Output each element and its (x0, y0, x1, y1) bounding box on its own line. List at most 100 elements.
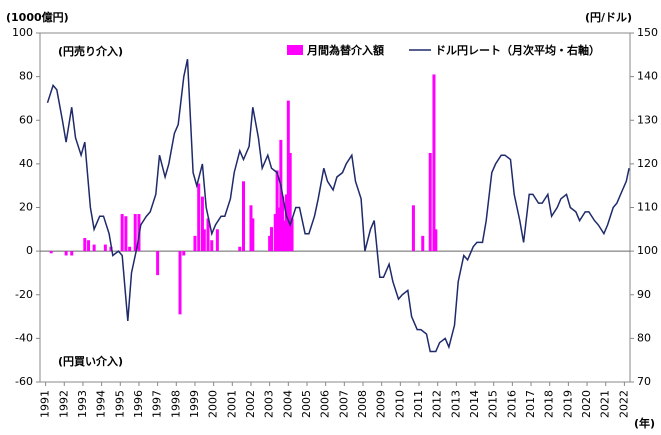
y-tick-label: 100 (12, 26, 33, 39)
x-tick-label: 2002 (244, 390, 257, 418)
bar (411, 205, 415, 252)
x-tick-label: 2016 (505, 390, 518, 418)
y2-tick-label: 100 (637, 244, 658, 257)
bar (64, 251, 68, 256)
bar (124, 216, 128, 252)
bar (92, 244, 96, 252)
y-axis-label: (1000億円) (6, 10, 69, 24)
y2-tick-label: 140 (637, 70, 658, 83)
x-tick-label: 1992 (57, 390, 70, 418)
x-tick-label: 2021 (599, 390, 612, 418)
bar (103, 244, 107, 252)
x-tick-label: 2011 (412, 390, 425, 418)
y-tick-label: -60 (15, 375, 33, 388)
x-tick-label: 2001 (225, 390, 238, 418)
y-tick-label: 40 (19, 157, 33, 170)
x-tick-label: 2000 (207, 390, 220, 418)
bar (193, 235, 197, 252)
x-tick-label: 1999 (188, 390, 201, 418)
legend-swatch (287, 45, 303, 55)
legend-label: ドル円レート（月次平均・右軸） (435, 43, 600, 57)
x-tick-label: 1997 (151, 390, 164, 418)
x-tick-label: 2004 (281, 390, 294, 418)
x-tick-label: 2019 (561, 390, 574, 418)
bar (283, 220, 287, 252)
x-tick-label: 2008 (356, 390, 369, 418)
x-tick-label: 2012 (431, 390, 444, 418)
bar (242, 181, 246, 252)
bar (200, 196, 204, 252)
y-tick-label: 60 (19, 113, 33, 126)
bar (434, 229, 438, 252)
x-tick-label: 2009 (375, 390, 388, 418)
legend-label: 月間為替介入額 (306, 43, 384, 57)
x-tick-label: 1998 (169, 390, 182, 418)
y-tick-label: 80 (19, 70, 33, 83)
bar (215, 229, 219, 252)
bar (70, 251, 74, 256)
x-axis-label: (年) (634, 416, 655, 430)
bar (275, 170, 279, 252)
bar (277, 207, 281, 252)
x-tick-label: 1993 (76, 390, 89, 418)
x-tick-label: 2005 (300, 390, 313, 418)
x-tick-label: 2015 (487, 390, 500, 418)
bar (290, 218, 294, 252)
line (46, 59, 630, 353)
bar (238, 246, 242, 252)
y2-tick-label: 80 (637, 331, 651, 344)
x-tick-label: 2013 (449, 390, 462, 418)
bar (128, 246, 132, 252)
bar (281, 196, 285, 252)
x-tick-label: 2014 (468, 390, 481, 418)
y2-tick-label: 70 (637, 375, 651, 388)
bar (273, 214, 277, 252)
bar (432, 74, 436, 252)
bar (197, 183, 201, 252)
bar (206, 218, 210, 252)
x-tick-label: 1991 (39, 390, 52, 418)
y2-tick-label: 150 (637, 26, 658, 39)
plot-frame (39, 32, 631, 383)
y-tick-label: 20 (19, 201, 33, 214)
bar (178, 251, 182, 315)
bar (120, 214, 124, 252)
y-tick-label: -20 (15, 288, 33, 301)
x-tick-label: 2007 (337, 390, 350, 418)
annotation: (円売り介入) (58, 44, 123, 58)
x-tick-label: 2018 (543, 390, 556, 418)
y2-tick-label: 130 (637, 113, 658, 126)
y2-axis-label: (円/ドル) (585, 11, 632, 24)
x-tick-label: 2006 (319, 390, 332, 418)
bar (286, 100, 290, 252)
bar (182, 251, 186, 256)
x-tick-label: 2020 (580, 390, 593, 418)
x-tick-label: 1996 (132, 390, 145, 418)
bar (421, 235, 425, 252)
x-tick-label: 2010 (393, 390, 406, 418)
bar (284, 194, 288, 252)
x-tick-label: 2017 (524, 390, 537, 418)
x-tick-label: 1995 (113, 390, 126, 418)
bar (202, 229, 206, 252)
x-tick-label: 2022 (617, 390, 630, 418)
bar (49, 251, 53, 254)
annotation: (円買い介入) (58, 354, 123, 368)
y-tick-label: -40 (15, 331, 33, 344)
y2-tick-label: 110 (637, 201, 658, 214)
y2-tick-label: 120 (637, 157, 658, 170)
y-tick-label: 0 (26, 244, 33, 257)
x-tick-label: 1994 (95, 390, 108, 418)
bar (268, 235, 272, 252)
bar (251, 218, 255, 252)
y2-tick-label: 90 (637, 288, 651, 301)
bar (288, 152, 292, 252)
bar (87, 240, 91, 252)
bar (83, 238, 87, 252)
bar (210, 240, 214, 252)
x-tick-label: 2003 (263, 390, 276, 418)
bar (279, 139, 283, 252)
bar (156, 251, 160, 276)
bar (428, 152, 432, 252)
